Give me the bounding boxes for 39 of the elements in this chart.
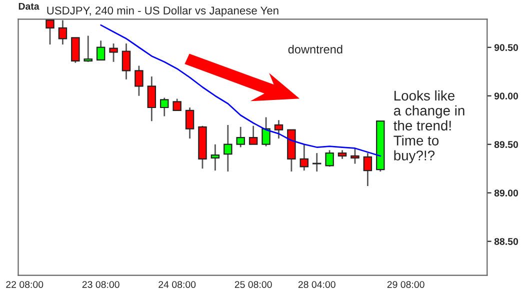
x-tick-label: 29 08:00 [387, 281, 424, 288]
candlestick [96, 40, 106, 61]
candlestick [58, 20, 68, 46]
candlestick [300, 144, 309, 172]
candlestick [172, 98, 182, 112]
x-tick-label: 22 08:00 [6, 281, 44, 288]
x-tick-label: 23 08:00 [82, 281, 120, 288]
candlestick [312, 152, 322, 172]
candlestick [185, 106, 194, 140]
y-tick-label: 89.50 [494, 141, 518, 148]
candlestick [147, 76, 156, 122]
candlestick [262, 116, 270, 147]
line-series [100, 24, 382, 157]
x-tick-label: 24 08:00 [158, 281, 196, 288]
candlestick [248, 125, 258, 146]
x-tick-label: 28 04:00 [298, 281, 336, 288]
annotation: downtrend [288, 44, 342, 54]
candlestick [122, 42, 131, 80]
candlestick [274, 119, 284, 140]
candlestick [350, 148, 360, 164]
candlestick [46, 20, 54, 46]
candlestick [325, 149, 334, 168]
y-tick-label: 89.00 [494, 190, 518, 196]
candlestick [210, 144, 220, 172]
y-tick-label: 90.50 [494, 44, 518, 51]
y-tick-label: 90.00 [494, 92, 518, 100]
candlestick [236, 126, 245, 148]
candlestick [363, 152, 372, 187]
candlestick [71, 36, 80, 64]
candlestick [160, 97, 169, 117]
candlestick [224, 124, 232, 172]
chart-title: USDJPY, 240 min - US Dollar vs Japanese Yen [47, 6, 278, 17]
text: Data [18, 2, 40, 10]
candlestick [134, 65, 144, 97]
annotation: Looks like a change in the trend! Time to buy?!? [394, 90, 464, 164]
x-tick-label: 25 08:00 [234, 281, 272, 288]
candlestick [109, 42, 118, 63]
y-tick-label: 88.50 [494, 238, 518, 245]
candlestick [84, 35, 92, 63]
